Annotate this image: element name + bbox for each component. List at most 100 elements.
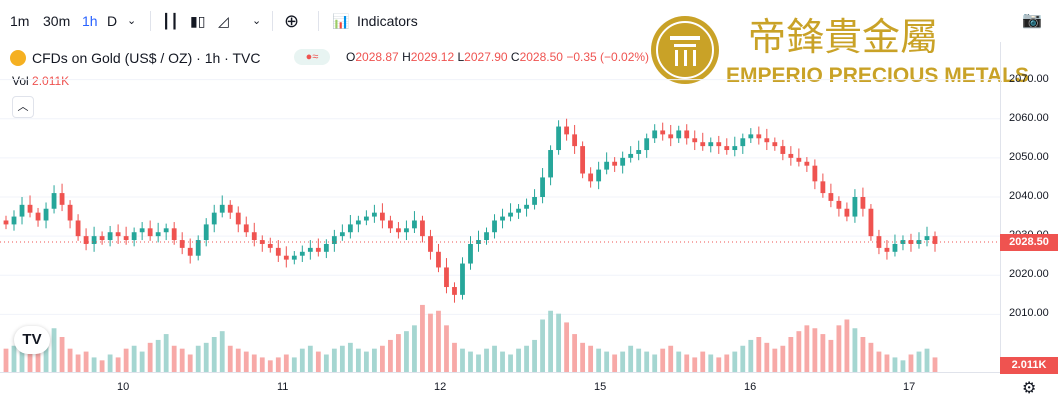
candle-body <box>556 126 561 151</box>
candle-body <box>820 181 826 194</box>
price-chart[interactable] <box>0 42 1000 372</box>
market-status-badge[interactable]: ●≈ <box>294 49 330 65</box>
volume-bar <box>91 357 97 372</box>
candle-body <box>700 142 706 147</box>
candle-body <box>283 255 289 260</box>
volume-bar <box>11 345 17 372</box>
interval-d[interactable]: D <box>107 13 118 29</box>
candle-body <box>900 240 906 244</box>
candle-body <box>227 204 233 213</box>
candle-body <box>107 232 113 241</box>
time-tick-label: 15 <box>594 381 607 393</box>
chart-type-dropdown-icon[interactable]: ⌄ <box>252 15 262 27</box>
collapse-legend-icon[interactable]: ︿ <box>12 96 34 118</box>
candle-body <box>724 146 730 151</box>
volume-bar <box>644 351 650 372</box>
volume-bar <box>251 354 257 372</box>
candle-body <box>852 197 858 217</box>
area-chart-icon[interactable]: ◿ <box>218 13 229 29</box>
candle-body <box>596 169 602 182</box>
volume-bar <box>548 310 553 372</box>
top-toolbar: 1m 30m 1h D ⌄ ┃┃ ▮▯ ◿ ⌄ ⊕ 📊 Indicators 📷 <box>0 0 1059 42</box>
indicators-icon[interactable]: 📊 <box>332 13 350 29</box>
interval-1m[interactable]: 1m <box>10 13 30 29</box>
candle-body <box>916 240 922 244</box>
candle-body <box>860 197 866 209</box>
volume-bar <box>692 357 698 372</box>
candle-body <box>436 251 441 268</box>
candle-body <box>355 220 361 225</box>
candle-body <box>740 138 746 147</box>
last-volume-label: 2.011K <box>1000 357 1058 374</box>
symbol-title[interactable]: CFDs on Gold (US$ / OZ) · 1h · TVC <box>32 50 261 66</box>
time-axis[interactable]: 10 11 12 15 16 17 <box>0 372 1000 403</box>
candle-body <box>444 267 449 288</box>
candle-body <box>203 224 209 241</box>
tradingview-logo[interactable]: TV <box>14 326 50 354</box>
candle-body <box>171 228 177 241</box>
candle-body <box>492 220 497 233</box>
volume-bar <box>59 337 65 372</box>
volume-bar <box>155 339 161 372</box>
volume-bar <box>652 354 658 372</box>
volume-bar <box>740 345 746 372</box>
volume-bar <box>187 354 193 372</box>
interval-1h[interactable]: 1h <box>82 13 98 29</box>
volume-bar <box>844 319 850 372</box>
interval-30m[interactable]: 30m <box>43 13 71 29</box>
candle-body <box>524 204 529 209</box>
price-tick-label: 2070.00 <box>1009 72 1049 85</box>
candle-body <box>51 193 57 209</box>
candle-body <box>644 138 650 151</box>
candle-body <box>668 134 674 139</box>
candle-body <box>83 236 89 244</box>
candle-body <box>884 247 890 252</box>
volume-legend: Vol 2.011K <box>12 74 70 88</box>
volume-bar <box>508 354 513 372</box>
volume-bar <box>75 354 81 372</box>
volume-bar <box>275 357 281 372</box>
candle-body <box>59 193 65 205</box>
candle-body <box>147 228 153 237</box>
candle-body <box>3 220 9 225</box>
volume-bar <box>580 342 586 372</box>
volume-bar <box>924 348 930 372</box>
volume-bar <box>3 348 9 372</box>
candles-icon[interactable]: ▮▯ <box>190 13 206 29</box>
candle-body <box>428 236 433 252</box>
candle-body <box>572 134 578 147</box>
camera-icon[interactable]: 📷 <box>1022 12 1042 29</box>
candle-body <box>484 232 489 241</box>
gold-symbol-icon <box>10 50 26 66</box>
indicators-button[interactable]: Indicators <box>357 13 418 29</box>
volume-bar <box>724 354 730 372</box>
candle-body <box>836 200 842 209</box>
bar-chart-icon[interactable]: ┃┃ <box>162 13 179 29</box>
settings-gear-icon[interactable]: ⚙ <box>1022 380 1037 397</box>
compare-plus-icon[interactable]: ⊕ <box>284 11 300 31</box>
divider <box>272 11 273 31</box>
candle-body <box>155 232 161 237</box>
volume-bar <box>788 337 794 372</box>
volume-bar <box>564 322 570 372</box>
volume-bar <box>436 310 441 372</box>
candle-body <box>676 130 682 139</box>
candle-body <box>684 130 690 139</box>
price-tick-label: 2060.00 <box>1009 111 1049 124</box>
time-tick-label: 10 <box>117 381 130 393</box>
price-axis[interactable]: 2070.002060.002050.002040.002030.002020.… <box>1000 42 1059 372</box>
candle-body <box>452 287 457 295</box>
candle-body <box>460 263 465 295</box>
candle-body <box>388 220 393 229</box>
interval-dropdown-icon[interactable]: ⌄ <box>127 15 137 27</box>
volume-bar <box>764 342 770 372</box>
volume-bar <box>660 348 666 372</box>
volume-bar <box>836 325 842 372</box>
volume-bar <box>812 328 818 372</box>
candle-body <box>876 236 882 248</box>
volume-bar <box>748 339 754 372</box>
candle-body <box>636 150 642 154</box>
volume-bar <box>139 351 145 372</box>
candle-body <box>235 212 241 225</box>
ohlc-values: O2028.87 H2029.12 L2027.90 C2028.50 −0.3… <box>346 50 650 64</box>
